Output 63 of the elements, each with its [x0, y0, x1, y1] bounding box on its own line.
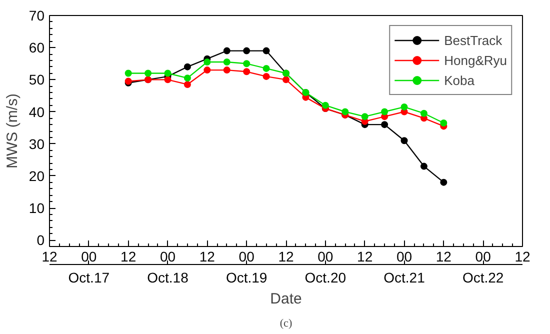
- point: [204, 58, 211, 66]
- point: [322, 102, 329, 109]
- y-tick-label: 10: [28, 200, 45, 216]
- x-tick-label: 00: [238, 248, 255, 264]
- point: [164, 76, 172, 84]
- legend-label: Hong&Ryu: [444, 52, 507, 68]
- y-tick-label: 60: [28, 40, 45, 56]
- x-tick-label: 12: [42, 248, 58, 264]
- x2-tick-label: Oct.20: [304, 270, 346, 286]
- point: [223, 66, 230, 74]
- point: [144, 70, 152, 77]
- point: [381, 108, 388, 116]
- x-tick-label: 12: [199, 248, 216, 264]
- point: [184, 74, 191, 82]
- y-tick-label: 20: [28, 168, 45, 184]
- x2-tick-label: Oct.21: [384, 270, 426, 286]
- point: [243, 60, 250, 68]
- point: [440, 178, 448, 186]
- x2-tick-label: Oct.17: [68, 270, 110, 286]
- x-tick-label: 00: [81, 248, 97, 264]
- y-tick-label: 0: [36, 232, 45, 248]
- x-tick-label: 12: [120, 248, 136, 264]
- x-axis-title: Date: [270, 290, 302, 308]
- x-tick-label: 00: [160, 248, 176, 264]
- x2-tick-label: Oct.18: [147, 270, 189, 286]
- point: [420, 110, 428, 117]
- x-tick-label: 12: [278, 248, 294, 264]
- point: [262, 64, 270, 72]
- point: [342, 108, 349, 116]
- point: [282, 76, 290, 84]
- legend-label: Koba: [444, 72, 474, 88]
- x-tick-label: 00: [396, 248, 412, 264]
- text: (c): [280, 318, 292, 330]
- y-tick-label: 50: [28, 72, 45, 88]
- x-tick-label: 12: [357, 248, 373, 264]
- x-tick-label: 12: [436, 248, 452, 264]
- point: [184, 63, 191, 70]
- x-tick-label: 12: [514, 248, 530, 264]
- point: [262, 72, 270, 80]
- point: [400, 137, 408, 144]
- x2-tick-label: Oct.22: [462, 270, 504, 286]
- point: [262, 47, 270, 54]
- legend-label: BestTrack: [444, 32, 502, 48]
- y-tick-label: 40: [28, 104, 45, 120]
- point: [361, 113, 368, 120]
- point: [420, 162, 428, 170]
- point: [164, 70, 172, 77]
- point: [204, 66, 211, 74]
- point: [124, 70, 132, 77]
- point: [381, 121, 388, 128]
- x-tick-label: 00: [475, 248, 492, 264]
- y-tick-label: 30: [28, 136, 45, 152]
- point: [440, 119, 448, 126]
- point: [223, 58, 230, 66]
- point: [243, 68, 250, 76]
- y-tick-label: 70: [28, 8, 45, 24]
- point: [184, 80, 191, 88]
- point: [223, 47, 230, 54]
- x-tick-label: 00: [318, 248, 334, 264]
- y-axis-title: MWS (m/s): [4, 94, 21, 168]
- point: [400, 103, 408, 110]
- x2-tick-label: Oct.19: [226, 270, 268, 286]
- point: [243, 47, 250, 54]
